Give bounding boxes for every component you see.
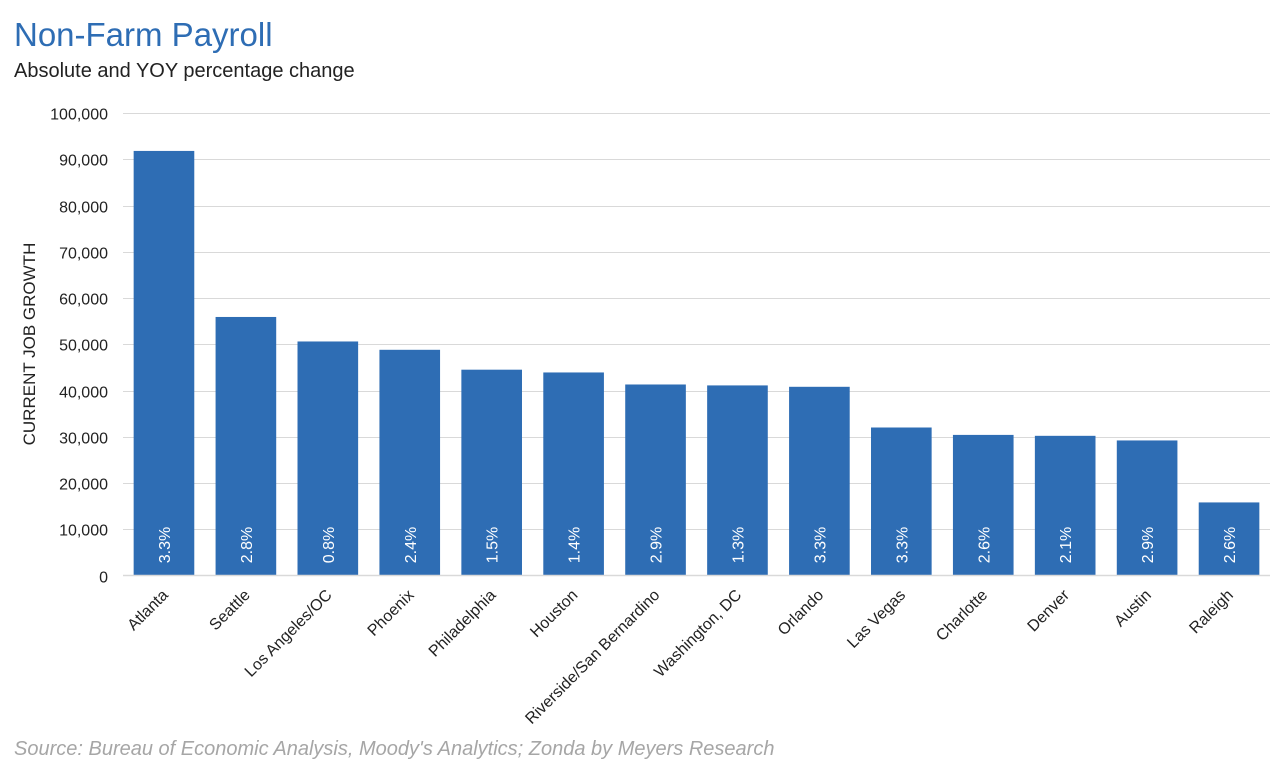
category-label: Philadelphia	[426, 587, 500, 661]
data-label: 3.3%	[894, 527, 911, 563]
data-label: 2.4%	[403, 527, 420, 563]
y-tick-label: 10,000	[59, 523, 108, 540]
category-label: Phoenix	[365, 587, 418, 640]
data-label: 2.9%	[649, 527, 666, 563]
bar	[871, 427, 932, 576]
bar	[1198, 502, 1260, 576]
bar	[543, 372, 604, 576]
bar	[789, 386, 850, 576]
y-tick-label: 100,000	[50, 107, 108, 124]
bar	[461, 369, 522, 576]
category-label: Houston	[527, 587, 581, 641]
category-label: Seattle	[206, 587, 253, 634]
bar	[297, 341, 359, 576]
y-tick-label: 40,000	[59, 385, 108, 402]
bar	[952, 434, 1014, 576]
category-label: Riverside/San Bernardino	[522, 587, 663, 728]
y-tick-label: 70,000	[59, 246, 108, 263]
y-tick-label: 60,000	[59, 292, 108, 309]
gridlines	[123, 113, 1270, 530]
data-label: 2.8%	[239, 527, 256, 563]
category-label: Austin	[1111, 587, 1154, 630]
y-tick-label: 0	[99, 570, 108, 587]
y-tick-label: 20,000	[59, 477, 108, 494]
category-label: Los Angeles/OC	[242, 587, 336, 681]
bar	[625, 384, 686, 576]
chart-subtitle: Absolute and YOY percentage change	[14, 60, 355, 82]
bar	[1034, 435, 1096, 576]
y-tick-label: 50,000	[59, 338, 108, 355]
bars	[133, 150, 1260, 576]
bar	[379, 349, 441, 576]
y-axis-ticks: 0 10,000 20,000 30,000 40,000 50,000 60,000 70,…	[50, 107, 108, 587]
data-label: 0.8%	[321, 527, 338, 563]
category-label: Atlanta	[125, 587, 172, 634]
data-label: 2.1%	[1058, 527, 1075, 563]
data-label: 2.9%	[1140, 527, 1157, 563]
chart-title: Non-Farm Payroll	[14, 16, 273, 53]
bar	[133, 150, 195, 576]
category-label: Las Vegas	[844, 587, 909, 652]
data-label: 3.3%	[812, 527, 829, 563]
data-labels: 3.3% 2.8% 0.8% 2.4% 1.5% 1.4% 2.9% 1.3% 3.3% 3.3%…	[157, 527, 1239, 563]
data-label: 2.6%	[1222, 527, 1239, 563]
category-label: Charlotte	[933, 587, 991, 645]
data-label: 1.5%	[485, 527, 502, 563]
data-label: 1.4%	[567, 527, 584, 563]
data-label: 3.3%	[157, 527, 174, 563]
data-label: 2.6%	[976, 527, 993, 563]
category-label: Washington, DC	[651, 587, 745, 681]
bar	[215, 316, 277, 576]
y-tick-label: 30,000	[59, 431, 108, 448]
y-tick-label: 90,000	[59, 153, 108, 170]
bar	[1116, 440, 1178, 576]
category-label: Orlando	[775, 587, 827, 639]
y-axis-title: CURRENT JOB GROWTH	[20, 243, 39, 446]
y-tick-label: 80,000	[59, 200, 108, 217]
category-label: Denver	[1025, 586, 1074, 635]
source-note: Source: Bureau of Economic Analysis, Moo…	[14, 738, 775, 760]
bar	[707, 385, 768, 576]
category-label: Raleigh	[1186, 587, 1236, 637]
data-label: 1.3%	[730, 527, 747, 563]
